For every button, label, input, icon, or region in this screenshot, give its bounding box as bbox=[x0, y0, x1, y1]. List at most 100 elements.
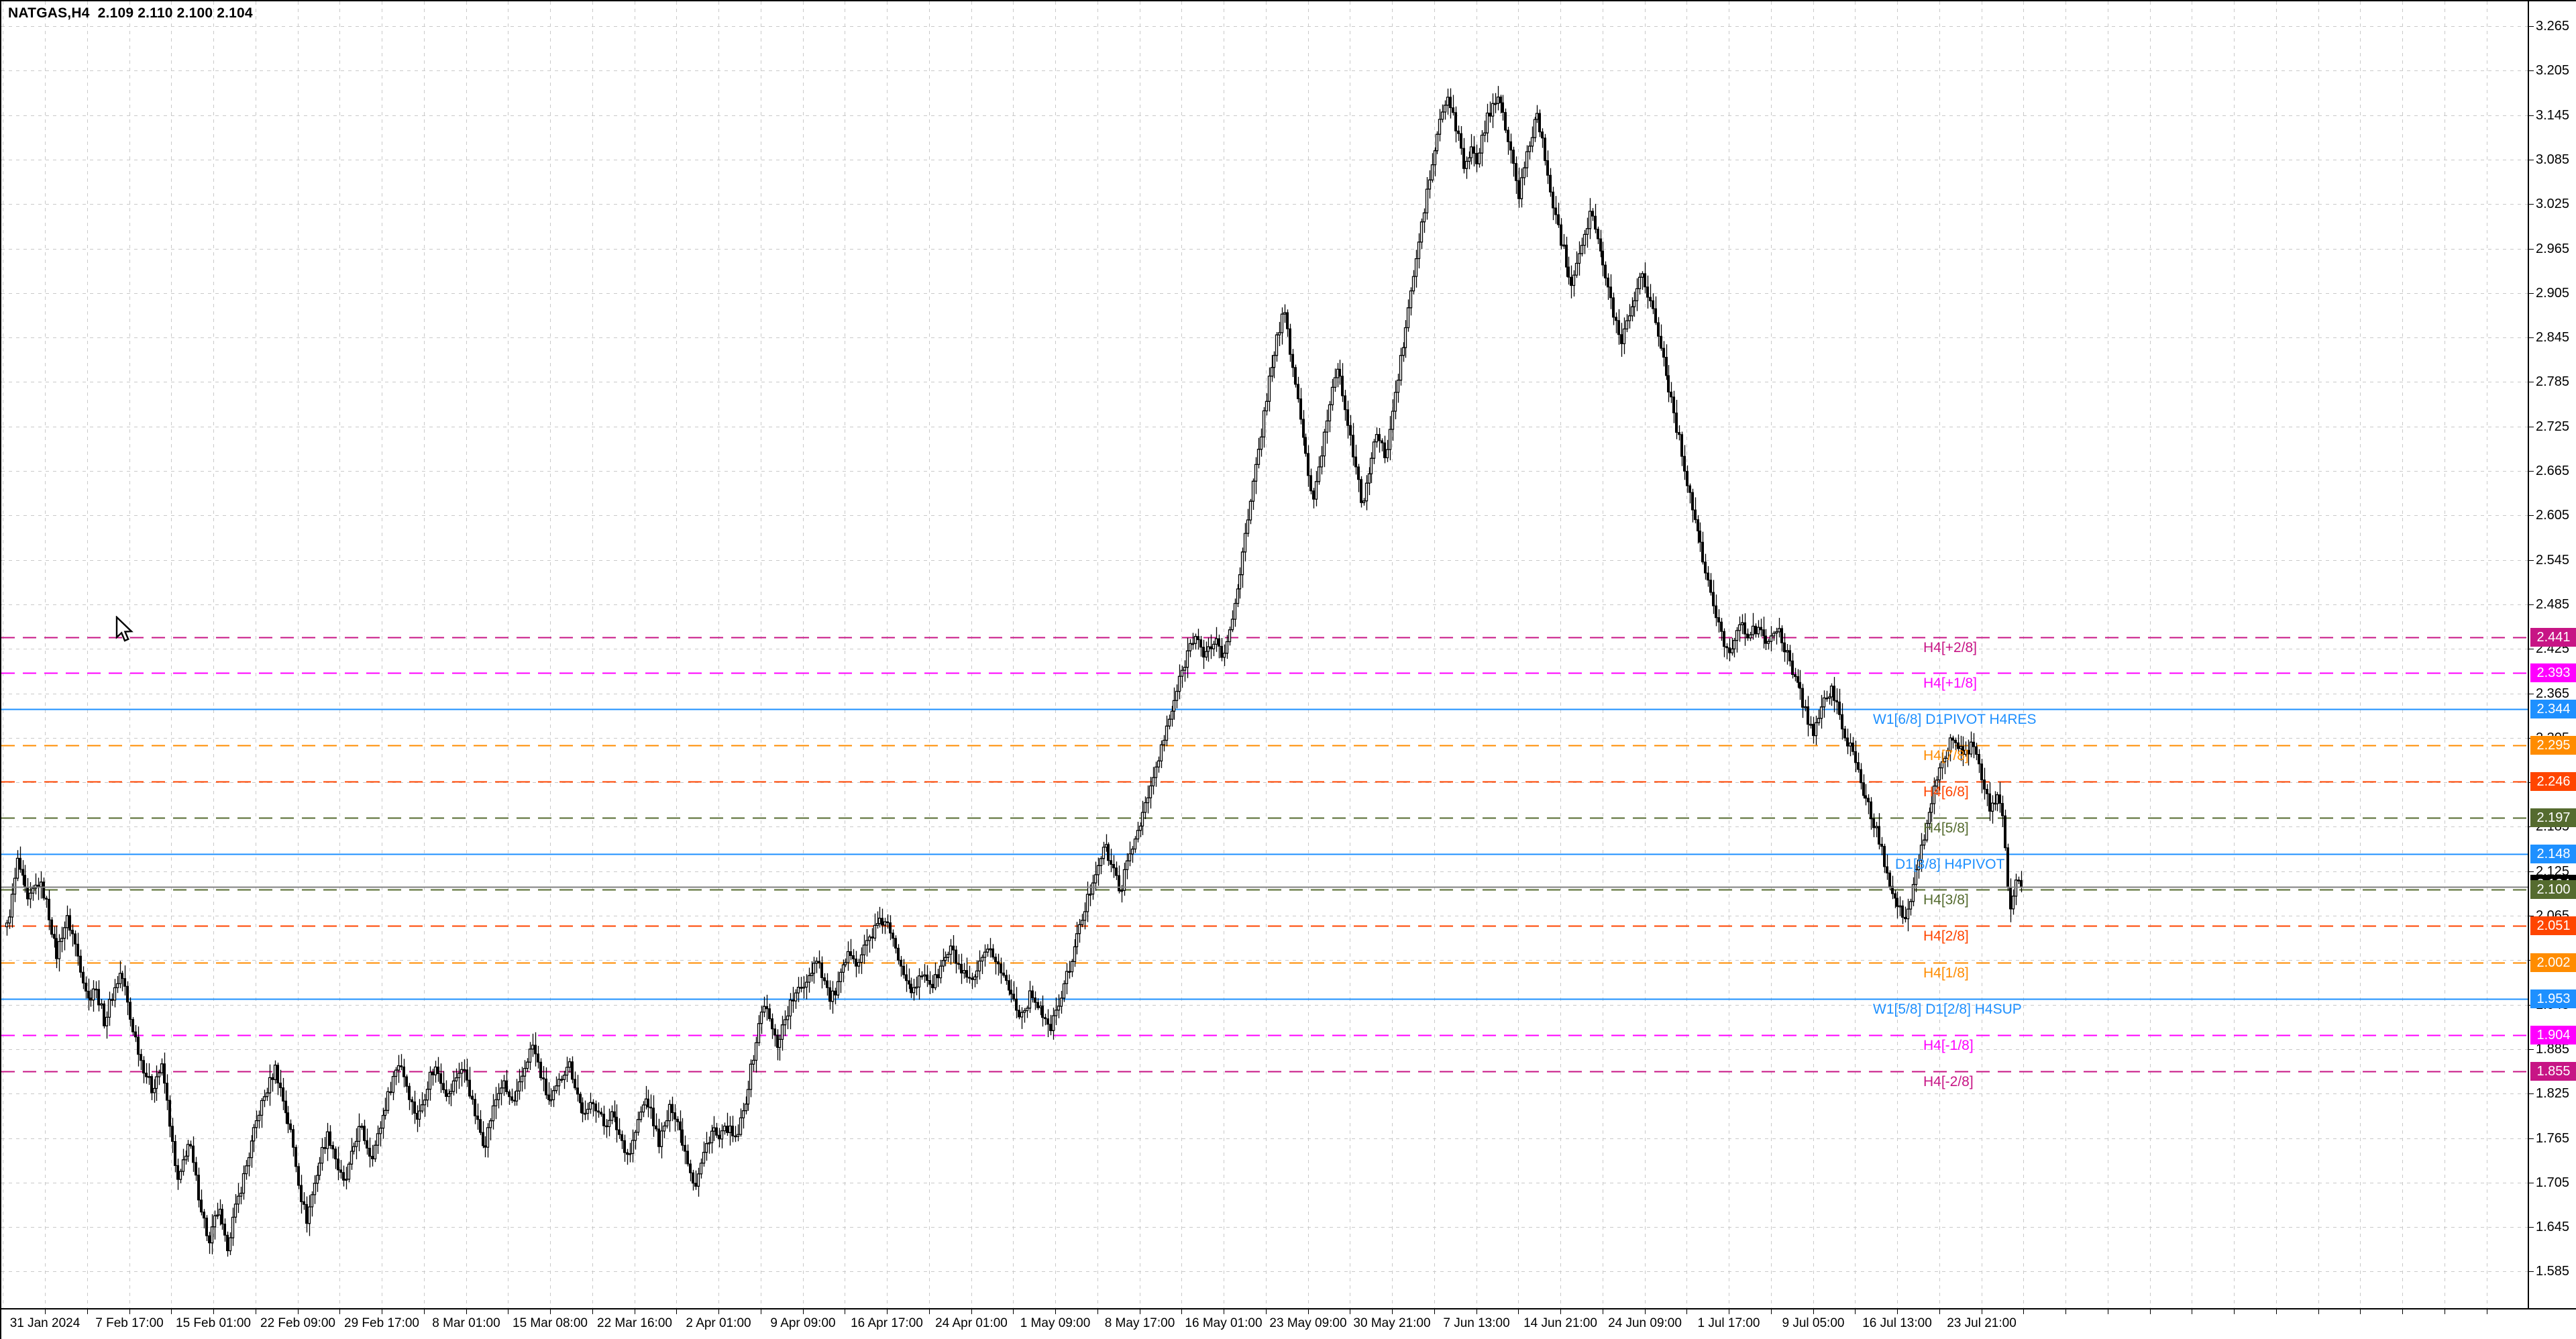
price-axis[interactable]: 3.265 3.205 3.145 3.085 3.025 2.965 2.905 2.845… bbox=[2528, 1, 2576, 1308]
time-axis[interactable]: 31 Jan 2024 7 Feb 17:00 15 Feb 01:00 22 Feb… bbox=[1, 1308, 2576, 1339]
time-axis-label: 7 Feb 17:00 bbox=[95, 1316, 164, 1330]
time-axis-label: 22 Mar 16:00 bbox=[597, 1316, 672, 1330]
level-label: H4[-2/8] bbox=[1923, 1074, 1974, 1090]
price-tick-label: 2.665 bbox=[2536, 464, 2570, 478]
time-axis-tickmark bbox=[129, 1309, 130, 1314]
time-axis-tickmark bbox=[971, 1309, 972, 1314]
price-axis-tickmark bbox=[2529, 604, 2534, 605]
time-axis-tickmark bbox=[2276, 1309, 2277, 1314]
price-tick-label: 1.765 bbox=[2536, 1131, 2570, 1146]
time-axis-tickmark bbox=[592, 1309, 593, 1314]
price-tick-label: 1.645 bbox=[2536, 1220, 2570, 1234]
price-axis-tickmark bbox=[2529, 204, 2534, 205]
time-axis-tickmark bbox=[298, 1309, 299, 1314]
time-axis-tickmark bbox=[1308, 1309, 1309, 1314]
time-axis-tickmark bbox=[2318, 1309, 2319, 1314]
time-axis-tickmark bbox=[1560, 1309, 1561, 1314]
price-level-badge: 2.148 bbox=[2530, 845, 2576, 863]
time-axis-label: 15 Mar 08:00 bbox=[513, 1316, 588, 1330]
time-axis-tickmark bbox=[424, 1309, 425, 1314]
price-level-badge: 1.904 bbox=[2530, 1026, 2576, 1045]
price-tick-label: 2.725 bbox=[2536, 419, 2570, 434]
level-label: H4[1/8] bbox=[1923, 965, 1969, 981]
level-label: H4[7/8] bbox=[1923, 747, 1969, 763]
price-level-badge: 2.441 bbox=[2530, 628, 2576, 647]
level-label: H4[3/8] bbox=[1923, 892, 1969, 908]
price-level-badge: 2.295 bbox=[2530, 736, 2576, 755]
time-axis-tickmark bbox=[2150, 1309, 2151, 1314]
time-axis-tickmark bbox=[803, 1309, 804, 1314]
time-axis-label: 16 May 01:00 bbox=[1185, 1316, 1263, 1330]
time-axis-label: 31 Jan 2024 bbox=[9, 1316, 80, 1330]
time-axis-tickmark bbox=[2023, 1309, 2024, 1314]
level-label: H4[+1/8] bbox=[1923, 675, 1977, 691]
level-label: H4[-1/8] bbox=[1923, 1037, 1974, 1053]
price-level-badge: 2.393 bbox=[2530, 663, 2576, 682]
time-axis-tickmark bbox=[1686, 1309, 1687, 1314]
time-axis-label: 8 May 17:00 bbox=[1104, 1316, 1175, 1330]
time-axis-label: 14 Jun 21:00 bbox=[1523, 1316, 1597, 1330]
price-level-badge: 2.197 bbox=[2530, 808, 2576, 827]
price-level-badge: 2.344 bbox=[2530, 700, 2576, 718]
time-axis-tickmark bbox=[1771, 1309, 1772, 1314]
price-tick-label: 1.585 bbox=[2536, 1264, 2570, 1279]
time-axis-tickmark bbox=[1055, 1309, 1056, 1314]
time-axis-label: 23 May 09:00 bbox=[1269, 1316, 1347, 1330]
level-label: W1[6/8] D1PIVOT H4RES bbox=[1873, 711, 2037, 727]
time-axis-label: 29 Feb 17:00 bbox=[344, 1316, 419, 1330]
time-axis-tickmark bbox=[2065, 1309, 2066, 1314]
price-tick-label: 3.145 bbox=[2536, 108, 2570, 123]
time-axis-tickmark bbox=[171, 1309, 172, 1314]
price-axis-tickmark bbox=[2529, 1227, 2534, 1228]
time-axis-tickmark bbox=[2234, 1309, 2235, 1314]
price-axis-tickmark bbox=[2529, 249, 2534, 250]
price-level-badge: 2.002 bbox=[2530, 953, 2576, 972]
time-axis-tickmark bbox=[1392, 1309, 1393, 1314]
time-axis-tickmark bbox=[2360, 1309, 2361, 1314]
level-label: H4[6/8] bbox=[1923, 784, 1969, 800]
price-axis-tickmark bbox=[2529, 337, 2534, 338]
price-tick-label: 2.605 bbox=[2536, 508, 2570, 523]
price-tick-label: 3.265 bbox=[2536, 19, 2570, 34]
price-level-badge: 2.100 bbox=[2530, 880, 2576, 899]
time-axis-label: 30 May 21:00 bbox=[1353, 1316, 1431, 1330]
time-axis-tickmark bbox=[1097, 1309, 1098, 1314]
price-level-badge: 2.051 bbox=[2530, 916, 2576, 935]
price-tick-label: 2.905 bbox=[2536, 286, 2570, 301]
price-axis-tickmark bbox=[2529, 293, 2534, 294]
price-axis-tickmark bbox=[2529, 26, 2534, 27]
time-axis-label: 22 Feb 09:00 bbox=[260, 1316, 335, 1330]
price-level-badge: 1.953 bbox=[2530, 989, 2576, 1008]
time-axis-tickmark bbox=[1855, 1309, 1856, 1314]
time-axis-label: 9 Jul 05:00 bbox=[1782, 1316, 1845, 1330]
price-axis-tickmark bbox=[2529, 1093, 2534, 1094]
price-axis-tickmark bbox=[2529, 70, 2534, 71]
time-axis-label: 16 Jul 13:00 bbox=[1862, 1316, 1932, 1330]
time-axis-tickmark bbox=[339, 1309, 340, 1314]
mouse-cursor-icon bbox=[115, 616, 133, 642]
time-axis-label: 7 Jun 13:00 bbox=[1443, 1316, 1510, 1330]
time-axis-tickmark bbox=[718, 1309, 719, 1314]
price-tick-label: 1.705 bbox=[2536, 1175, 2570, 1190]
time-axis-tickmark bbox=[676, 1309, 677, 1314]
time-axis-label: 16 Apr 17:00 bbox=[851, 1316, 923, 1330]
price-tick-label: 1.825 bbox=[2536, 1086, 2570, 1101]
price-chart-canvas[interactable] bbox=[1, 1, 2528, 1308]
level-label: H4[2/8] bbox=[1923, 928, 1969, 945]
time-axis-label: 24 Jun 09:00 bbox=[1608, 1316, 1682, 1330]
time-axis-tickmark bbox=[213, 1309, 214, 1314]
time-axis-tickmark bbox=[2402, 1309, 2403, 1314]
time-axis-label: 8 Mar 01:00 bbox=[432, 1316, 500, 1330]
level-label: D1[3/8] H4PIVOT bbox=[1895, 857, 2005, 873]
time-axis-tickmark bbox=[1013, 1309, 1014, 1314]
time-axis-label: 9 Apr 09:00 bbox=[770, 1316, 836, 1330]
level-label: H4[5/8] bbox=[1923, 820, 1969, 837]
time-axis-label: 2 Apr 01:00 bbox=[686, 1316, 751, 1330]
price-level-badge: 2.246 bbox=[2530, 772, 2576, 791]
time-axis-tickmark bbox=[45, 1309, 46, 1314]
price-tick-label: 2.365 bbox=[2536, 686, 2570, 701]
price-axis-tickmark bbox=[2529, 515, 2534, 516]
price-tick-label: 3.025 bbox=[2536, 197, 2570, 211]
price-tick-label: 2.785 bbox=[2536, 374, 2570, 389]
